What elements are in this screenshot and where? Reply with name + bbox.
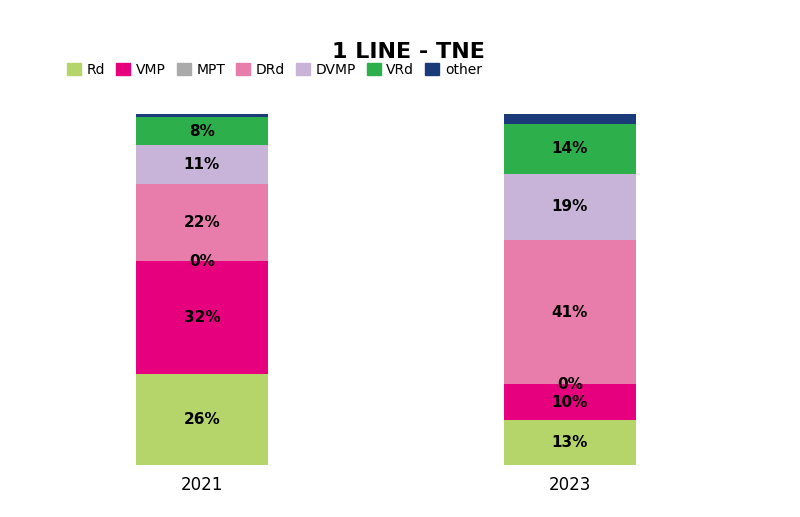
Text: 0%: 0% — [557, 377, 583, 392]
Bar — [136, 114, 268, 117]
Text: 0%: 0% — [189, 254, 215, 269]
Bar — [136, 262, 268, 374]
Bar — [136, 117, 268, 145]
Bar — [504, 124, 636, 174]
Text: 8%: 8% — [189, 124, 215, 139]
Text: 19%: 19% — [552, 200, 588, 215]
Text: 32%: 32% — [184, 310, 220, 325]
Text: 26%: 26% — [183, 412, 220, 427]
Text: 41%: 41% — [552, 305, 588, 320]
Bar — [136, 184, 268, 262]
Text: 13%: 13% — [552, 435, 588, 450]
Bar — [504, 114, 636, 124]
Bar — [136, 374, 268, 465]
Legend: Rd, VMP, MPT, DRd, DVMP, VRd, other: Rd, VMP, MPT, DRd, DVMP, VRd, other — [62, 57, 487, 83]
Bar — [504, 174, 636, 240]
Text: 14%: 14% — [552, 141, 588, 157]
Title: 1 LINE - TNE: 1 LINE - TNE — [331, 42, 485, 62]
Text: 11%: 11% — [184, 157, 220, 172]
Bar — [504, 240, 636, 385]
Text: 10%: 10% — [552, 394, 588, 409]
Bar — [136, 145, 268, 184]
Bar — [504, 420, 636, 465]
Text: 22%: 22% — [183, 215, 220, 230]
Bar — [504, 385, 636, 420]
